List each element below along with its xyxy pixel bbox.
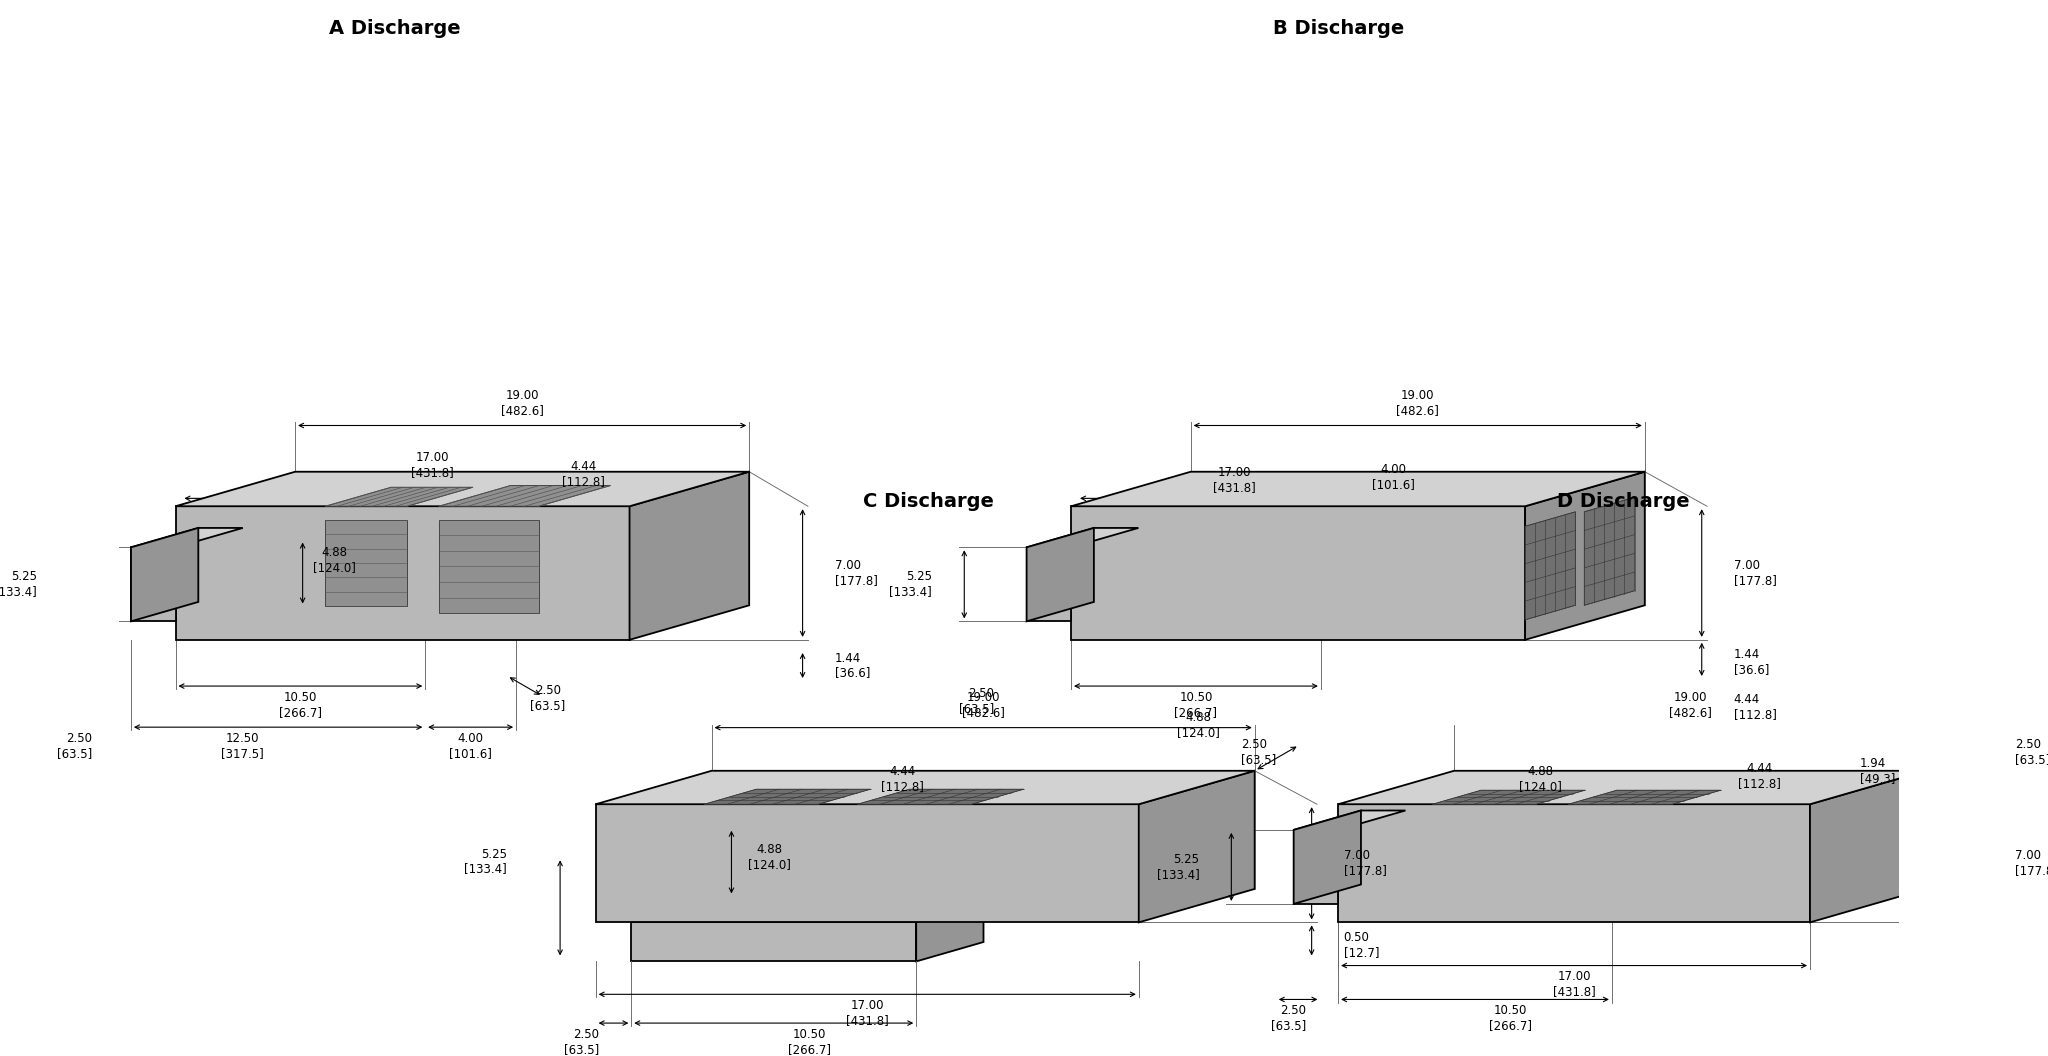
Text: 17.00
[431.8]: 17.00 [431.8] xyxy=(1212,467,1255,494)
Text: 2.50
[63.5]: 2.50 [63.5] xyxy=(2015,738,2048,767)
Text: D Discharge: D Discharge xyxy=(1556,492,1690,511)
Text: 2.50
[63.5]: 2.50 [63.5] xyxy=(1241,738,1276,767)
Text: 5.25
[133.4]: 5.25 [133.4] xyxy=(1157,853,1200,881)
Text: 5.25
[133.4]: 5.25 [133.4] xyxy=(465,848,506,875)
Polygon shape xyxy=(1337,805,1810,922)
Text: 4.00
[101.6]: 4.00 [101.6] xyxy=(1372,464,1415,491)
Text: 7.00
[177.8]: 7.00 [177.8] xyxy=(1343,849,1386,878)
Polygon shape xyxy=(1337,771,1925,805)
Text: C Discharge: C Discharge xyxy=(862,492,993,511)
Polygon shape xyxy=(438,486,610,506)
Polygon shape xyxy=(1294,830,1337,904)
Text: 7.00
[177.8]: 7.00 [177.8] xyxy=(1735,559,1778,587)
Polygon shape xyxy=(1139,771,1255,922)
Polygon shape xyxy=(131,528,244,547)
Text: 4.44
[112.8]: 4.44 [112.8] xyxy=(563,460,604,488)
Text: 4.88
[124.0]: 4.88 [124.0] xyxy=(1520,765,1563,793)
Text: 7.00
[177.8]: 7.00 [177.8] xyxy=(836,559,877,587)
Text: 4.88
[124.0]: 4.88 [124.0] xyxy=(313,546,356,573)
Text: 17.00
[431.8]: 17.00 [431.8] xyxy=(412,451,455,478)
Text: A Discharge: A Discharge xyxy=(328,19,461,38)
Text: 17.00
[431.8]: 17.00 [431.8] xyxy=(1552,970,1595,998)
Text: 4.88
[124.0]: 4.88 [124.0] xyxy=(1178,711,1221,739)
Polygon shape xyxy=(1294,811,1405,830)
Text: 2.50
[63.5]: 2.50 [63.5] xyxy=(1272,1004,1307,1032)
Text: 4.88
[124.0]: 4.88 [124.0] xyxy=(748,844,791,871)
Text: 4.00
[101.6]: 4.00 [101.6] xyxy=(449,732,492,759)
Polygon shape xyxy=(1071,472,1645,506)
Polygon shape xyxy=(1569,790,1720,805)
Text: 7.00
[177.8]: 7.00 [177.8] xyxy=(2015,849,2048,878)
Text: 4.44
[112.8]: 4.44 [112.8] xyxy=(1739,761,1782,790)
Text: 19.00
[482.6]: 19.00 [482.6] xyxy=(502,389,543,417)
Polygon shape xyxy=(1026,528,1139,547)
Polygon shape xyxy=(631,922,915,961)
Polygon shape xyxy=(326,487,473,506)
Text: 5.25
[133.4]: 5.25 [133.4] xyxy=(889,570,932,599)
Text: 1.44
[36.6]: 1.44 [36.6] xyxy=(1735,648,1769,677)
Polygon shape xyxy=(176,506,629,640)
Text: 0.50
[12.7]: 0.50 [12.7] xyxy=(1343,931,1378,959)
Text: 19.00
[482.6]: 19.00 [482.6] xyxy=(1669,691,1712,719)
Polygon shape xyxy=(596,771,1255,805)
Polygon shape xyxy=(1810,771,1925,922)
Polygon shape xyxy=(326,520,408,606)
Text: 1.94
[49.3]: 1.94 [49.3] xyxy=(1860,756,1894,785)
Polygon shape xyxy=(1585,497,1634,605)
Text: 2.50
[63.5]: 2.50 [63.5] xyxy=(530,684,565,713)
Text: 12.50
[317.5]: 12.50 [317.5] xyxy=(221,732,264,759)
Text: 4.44
[112.8]: 4.44 [112.8] xyxy=(881,765,924,793)
Polygon shape xyxy=(131,547,176,621)
Text: 5.25
[133.4]: 5.25 [133.4] xyxy=(0,570,37,599)
Polygon shape xyxy=(1071,506,1526,640)
Polygon shape xyxy=(858,789,1024,805)
Polygon shape xyxy=(176,472,750,506)
Polygon shape xyxy=(629,472,750,640)
Polygon shape xyxy=(705,789,870,805)
Text: B Discharge: B Discharge xyxy=(1272,19,1403,38)
Text: 4.44
[112.8]: 4.44 [112.8] xyxy=(1735,693,1778,720)
Text: 2.50
[63.5]: 2.50 [63.5] xyxy=(563,1027,600,1056)
Text: 1.44
[36.6]: 1.44 [36.6] xyxy=(836,652,870,679)
Text: 10.50
[266.7]: 10.50 [266.7] xyxy=(1489,1004,1532,1032)
Polygon shape xyxy=(131,528,199,621)
Polygon shape xyxy=(1026,547,1071,621)
Text: 2.50
[63.5]: 2.50 [63.5] xyxy=(958,687,995,716)
Polygon shape xyxy=(915,903,983,961)
Text: 2.50
[63.5]: 2.50 [63.5] xyxy=(57,732,92,759)
Polygon shape xyxy=(596,805,1139,922)
Polygon shape xyxy=(438,520,539,614)
Text: 10.50
[266.7]: 10.50 [266.7] xyxy=(279,691,322,718)
Text: 17.00
[431.8]: 17.00 [431.8] xyxy=(846,999,889,1026)
Polygon shape xyxy=(1432,790,1585,805)
Text: 10.50
[266.7]: 10.50 [266.7] xyxy=(788,1027,831,1056)
Text: 19.00
[482.6]: 19.00 [482.6] xyxy=(963,691,1006,719)
Polygon shape xyxy=(1526,512,1575,620)
Polygon shape xyxy=(1026,528,1094,621)
Polygon shape xyxy=(1526,472,1645,640)
Text: 10.50
[266.7]: 10.50 [266.7] xyxy=(1174,691,1217,718)
Polygon shape xyxy=(1294,811,1362,904)
Polygon shape xyxy=(631,903,983,922)
Text: 19.00
[482.6]: 19.00 [482.6] xyxy=(1397,389,1440,417)
